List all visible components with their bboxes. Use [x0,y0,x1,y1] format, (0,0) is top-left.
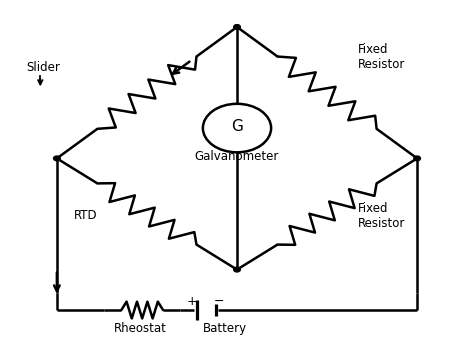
Text: RTD: RTD [73,209,97,222]
Circle shape [234,267,240,272]
Text: Rheostat: Rheostat [113,322,166,335]
Circle shape [414,156,420,161]
Text: G: G [231,119,243,134]
Text: Fixed
Resistor: Fixed Resistor [358,43,405,71]
Text: +: + [187,295,197,308]
Text: Fixed
Resistor: Fixed Resistor [358,202,405,230]
Text: Battery: Battery [203,322,247,335]
Circle shape [234,25,240,29]
Circle shape [54,156,60,161]
Text: −: − [214,295,224,308]
Text: Slider: Slider [26,61,60,74]
Text: Galvanometer: Galvanometer [195,150,279,163]
